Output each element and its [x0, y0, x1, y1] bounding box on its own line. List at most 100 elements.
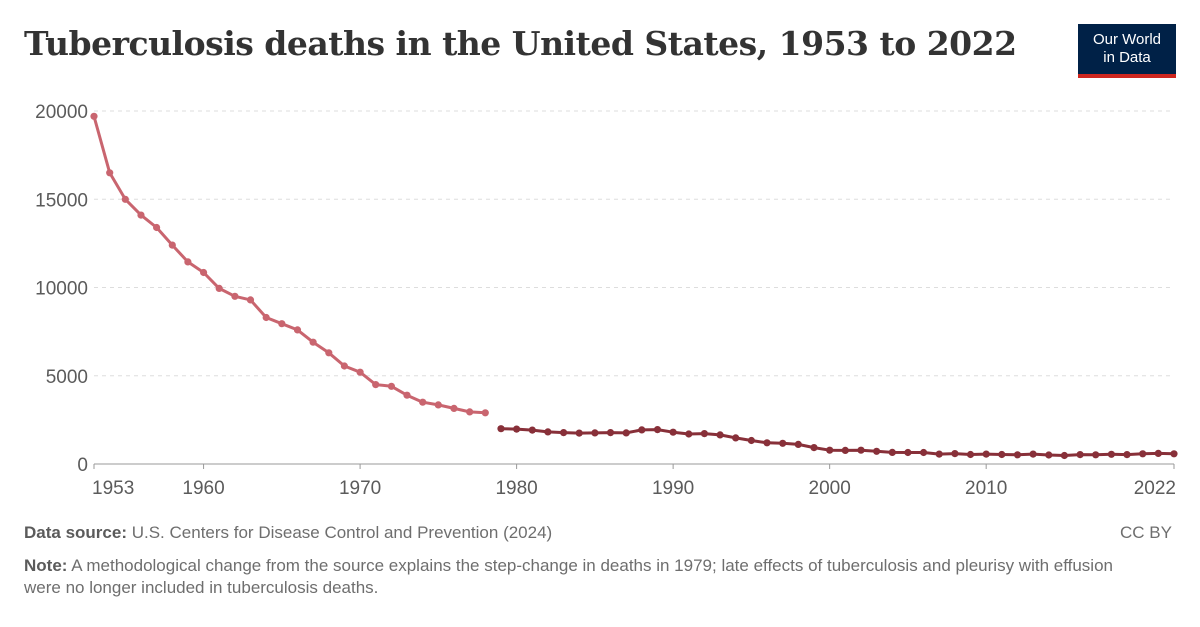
- data-point[interactable]: [262, 313, 270, 322]
- data-point[interactable]: [1123, 451, 1131, 459]
- data-point[interactable]: [873, 447, 881, 455]
- x-tick-label: 2000: [809, 478, 851, 499]
- data-source: Data source: U.S. Centers for Disease Co…: [24, 523, 552, 543]
- data-point[interactable]: [434, 401, 442, 409]
- data-point[interactable]: [466, 408, 474, 416]
- data-point[interactable]: [606, 429, 615, 437]
- data-point[interactable]: [231, 292, 239, 300]
- x-axis: [93, 463, 1175, 469]
- data-point[interactable]: [763, 439, 771, 447]
- x-tick-label: 2022: [1134, 478, 1176, 499]
- data-point[interactable]: [387, 382, 395, 390]
- data-point[interactable]: [200, 268, 208, 277]
- series-line[interactable]: [92, 114, 487, 415]
- x-tick-label: 1990: [652, 478, 694, 499]
- chart-note: Note: A methodological change from the s…: [24, 555, 1134, 599]
- note-text: A methodological change from the source …: [24, 556, 1113, 597]
- chart-title: Tuberculosis deaths in the United States…: [24, 24, 1017, 63]
- data-point[interactable]: [966, 450, 975, 459]
- y-tick-label: 0: [77, 455, 88, 476]
- data-point[interactable]: [1154, 449, 1162, 457]
- data-point[interactable]: [153, 223, 161, 232]
- data-point[interactable]: [450, 404, 458, 412]
- data-point[interactable]: [700, 430, 709, 438]
- x-tick-label: 2010: [965, 478, 1007, 499]
- data-point[interactable]: [591, 429, 599, 437]
- x-tick-label: 1970: [339, 478, 381, 499]
- data-point[interactable]: [90, 112, 98, 120]
- data-point[interactable]: [622, 429, 630, 437]
- grid-lines: [94, 110, 1174, 377]
- data-point[interactable]: [372, 381, 380, 389]
- data-point[interactable]: [826, 446, 834, 454]
- data-point[interactable]: [935, 450, 943, 458]
- data-point[interactable]: [747, 436, 756, 445]
- data-point[interactable]: [403, 391, 411, 399]
- data-point[interactable]: [168, 241, 176, 249]
- data-point[interactable]: [278, 320, 286, 328]
- y-tick-label: 10000: [35, 279, 88, 300]
- data-point[interactable]: [1107, 450, 1115, 458]
- data-point[interactable]: [497, 425, 505, 433]
- data-point[interactable]: [857, 446, 865, 454]
- data-point[interactable]: [1092, 451, 1100, 459]
- data-point[interactable]: [215, 284, 223, 292]
- data-point[interactable]: [293, 326, 302, 334]
- data-point[interactable]: [560, 429, 568, 437]
- data-point[interactable]: [1029, 450, 1037, 458]
- y-tick-label: 15000: [35, 190, 88, 211]
- x-tick-label: 1980: [495, 478, 537, 499]
- data-point[interactable]: [951, 450, 959, 458]
- data-point[interactable]: [481, 409, 489, 417]
- data-point[interactable]: [184, 258, 192, 266]
- data-point[interactable]: [325, 349, 333, 357]
- note-label: Note:: [24, 556, 68, 575]
- data-point[interactable]: [982, 450, 990, 458]
- x-axis-labels: 1953 1960 1970 1980 1990 2000 2010 2022: [92, 478, 1176, 499]
- data-point[interactable]: [419, 398, 427, 406]
- data-series: [90, 112, 1178, 460]
- data-point[interactable]: [716, 431, 724, 439]
- data-point[interactable]: [1060, 451, 1068, 460]
- data-point[interactable]: [121, 195, 129, 203]
- source-text[interactable]: U.S. Centers for Disease Control and Pre…: [131, 523, 553, 542]
- data-point[interactable]: [732, 434, 740, 442]
- source-label: Data source:: [24, 523, 127, 542]
- owid-logo[interactable]: Our World in Data: [1078, 24, 1176, 78]
- data-point[interactable]: [356, 368, 364, 376]
- data-point[interactable]: [1139, 450, 1147, 458]
- data-point[interactable]: [575, 429, 583, 437]
- logo-line-2: in Data: [1103, 49, 1151, 66]
- logo-line-1: Our World: [1092, 31, 1162, 48]
- data-point[interactable]: [998, 450, 1006, 459]
- y-tick-label: 20000: [35, 102, 88, 123]
- data-point[interactable]: [1170, 450, 1178, 458]
- data-point[interactable]: [528, 426, 536, 434]
- x-tick-label: 1960: [182, 478, 224, 499]
- data-point[interactable]: [544, 428, 552, 436]
- data-point[interactable]: [638, 426, 646, 434]
- data-point[interactable]: [920, 448, 928, 457]
- data-point[interactable]: [794, 440, 802, 448]
- data-point[interactable]: [137, 211, 145, 219]
- data-point[interactable]: [685, 430, 693, 438]
- data-point[interactable]: [246, 296, 255, 304]
- data-point[interactable]: [106, 169, 114, 177]
- data-point[interactable]: [1013, 451, 1022, 459]
- data-point[interactable]: [841, 446, 849, 454]
- license-link[interactable]: CC BY: [1120, 523, 1172, 542]
- data-point[interactable]: [340, 362, 348, 370]
- data-point[interactable]: [888, 448, 896, 456]
- data-point[interactable]: [513, 425, 521, 433]
- data-point[interactable]: [669, 428, 677, 436]
- data-point[interactable]: [810, 444, 818, 452]
- y-tick-label: 5000: [46, 367, 88, 388]
- data-point[interactable]: [1076, 451, 1084, 459]
- data-point[interactable]: [653, 426, 662, 434]
- line-chart[interactable]: 0 5000 10000 15000 20000 1953 1960 1970 1980 199…: [0, 0, 1200, 520]
- data-point[interactable]: [904, 448, 912, 457]
- data-point[interactable]: [779, 439, 787, 447]
- series-line[interactable]: [499, 427, 1176, 457]
- data-point[interactable]: [1045, 451, 1053, 459]
- data-point[interactable]: [309, 338, 317, 346]
